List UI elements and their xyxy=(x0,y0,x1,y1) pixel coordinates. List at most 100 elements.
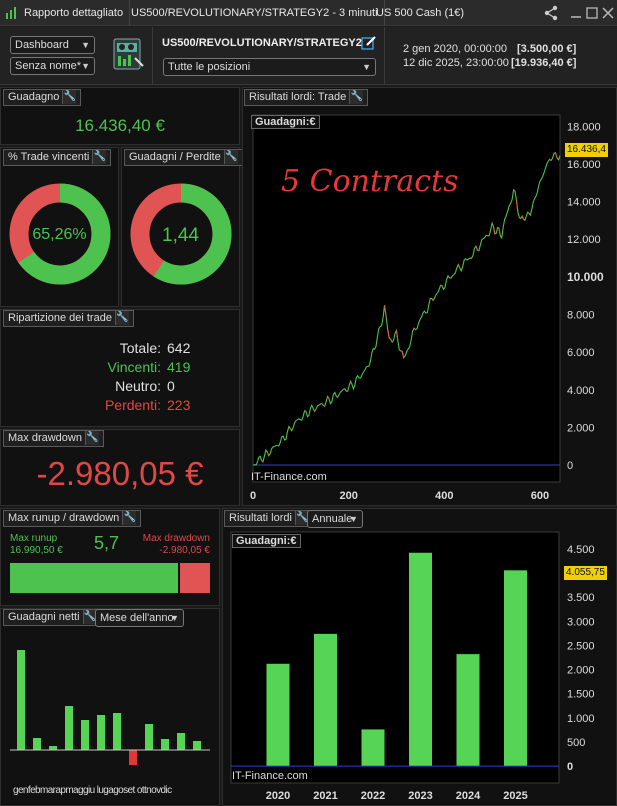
equity-loss-segment xyxy=(413,327,416,331)
monthly-bar xyxy=(17,650,25,750)
report-icon[interactable] xyxy=(113,38,145,72)
equity-legend: Guadagni:€ xyxy=(251,115,320,129)
equity-loss-segment xyxy=(449,277,452,279)
positions-select[interactable]: Tutte le posizioni ▼ xyxy=(163,58,376,76)
annual-y-tick: 1.500 xyxy=(567,689,595,701)
equity-x-tick: 400 xyxy=(435,490,453,502)
strategy-name: US500/REVOLUTIONARY/STRATEGY2 xyxy=(162,37,362,49)
monthly-bar xyxy=(177,733,185,750)
share-icon[interactable] xyxy=(543,5,559,21)
equity-x-tick: 600 xyxy=(531,490,549,502)
wrench-icon[interactable]: 🔧 xyxy=(114,311,129,325)
winners-label: Vincenti: xyxy=(107,359,161,375)
view-select[interactable]: Dashboard ▼ xyxy=(10,36,95,54)
equity-x-tick: 0 xyxy=(250,490,256,502)
monthly-bar xyxy=(97,715,105,750)
minimize-icon[interactable] xyxy=(568,5,584,21)
chevron-down-icon: ▼ xyxy=(362,62,371,72)
equity-y-tick: 4.000 xyxy=(567,385,595,397)
profit-loss-panel-title: Guadagni / Perdite 🔧 xyxy=(124,149,243,166)
equity-y-tick: 2.000 xyxy=(567,422,595,434)
equity-loss-segment xyxy=(492,226,496,235)
wrench-icon[interactable]: 🔧 xyxy=(349,90,364,104)
annual-bar xyxy=(314,633,337,767)
edit-icon[interactable] xyxy=(361,35,377,51)
wrench-icon[interactable]: 🔧 xyxy=(84,431,99,445)
start-value: [3.500,00 €] xyxy=(517,43,577,55)
equity-loss-segment xyxy=(513,189,516,192)
net-period-select[interactable]: Mese dell'anno ▼ xyxy=(95,609,184,627)
equity-loss-segment xyxy=(321,403,324,406)
header-divider xyxy=(384,27,385,85)
title-bar: Rapporto dettagliato US500/REVOLUTIONARY… xyxy=(0,0,617,26)
equity-panel-title: Risultati lordi: Trade 🔧 xyxy=(244,89,369,106)
chevron-down-icon: ▼ xyxy=(170,613,179,623)
wrench-icon[interactable]: 🔧 xyxy=(82,610,97,624)
annual-y-tick: 2.000 xyxy=(567,665,595,677)
maximize-icon[interactable] xyxy=(584,5,600,21)
equity-loss-segment xyxy=(335,395,339,398)
annual-period-select[interactable]: Annuale ▼ xyxy=(307,510,363,528)
wrench-icon[interactable]: 🔧 xyxy=(223,150,238,164)
tab-instrument[interactable]: US 500 Cash (1€) xyxy=(376,7,465,19)
equity-loss-segment xyxy=(554,152,558,159)
wrench-icon[interactable]: 🔧 xyxy=(62,90,77,104)
equity-loss-segment xyxy=(350,380,353,385)
runup-value: 16.990,50 € xyxy=(10,545,63,556)
name-select[interactable]: Senza nome* ▼ xyxy=(10,57,95,75)
equity-loss-segment xyxy=(401,351,405,358)
equity-loss-segment xyxy=(289,428,293,432)
wrench-icon[interactable]: 🔧 xyxy=(92,150,107,164)
equity-loss-segment xyxy=(549,158,552,161)
winrate-panel-title: % Trade vincenti 🔧 xyxy=(3,149,112,166)
equity-x-tick: 200 xyxy=(339,490,357,502)
monthly-bar xyxy=(145,724,153,750)
net-panel xyxy=(0,608,220,806)
equity-loss-segment xyxy=(372,348,375,350)
equity-loss-segment xyxy=(521,215,525,220)
annual-watermark: IT-Finance.com xyxy=(232,770,308,782)
wrench-icon[interactable]: 🔧 xyxy=(294,511,309,525)
wrench-icon[interactable]: 🔧 xyxy=(122,511,137,525)
monthly-bar xyxy=(113,713,121,750)
equity-loss-segment xyxy=(519,217,522,220)
chart-logo-icon xyxy=(5,6,19,20)
profit-loss-value: 1,44 xyxy=(162,225,199,246)
monthly-bar xyxy=(33,738,41,750)
profit-loss-donut xyxy=(130,183,232,285)
runup-panel-title: Max runup / drawdown 🔧 xyxy=(3,510,142,527)
winrate-value: 65,26% xyxy=(32,226,87,243)
equity-loss-segment xyxy=(457,264,461,268)
equity-watermark: IT-Finance.com xyxy=(251,471,327,483)
annual-y-tick: 500 xyxy=(567,737,585,749)
equity-y-tick: 0 xyxy=(567,460,573,472)
trades-panel xyxy=(0,309,240,427)
monthly-bar xyxy=(129,750,137,765)
equity-y-tick: 18.000 xyxy=(567,121,601,133)
equity-annotation: 5 Contracts xyxy=(281,164,459,199)
max-drawdown-label: Max drawdown xyxy=(142,533,210,544)
annual-last-value: 4.055,75 xyxy=(564,566,607,580)
annual-x-tick: 2022 xyxy=(361,790,385,802)
annual-y-tick: 0 xyxy=(567,761,573,773)
trades-labels: Totale: Vincenti: Neutro: Perdenti: xyxy=(0,339,161,415)
tab-strategy[interactable]: US500/REVOLUTIONARY/STRATEGY2 - 3 minuti xyxy=(125,0,385,26)
chevron-down-icon: ▼ xyxy=(81,61,90,71)
equity-loss-segment xyxy=(515,200,519,213)
equity-last-value: 16.436,4 xyxy=(565,143,608,157)
equity-loss-segment xyxy=(266,451,270,456)
drawdown-value: -2.980,05 € xyxy=(36,455,204,492)
close-icon[interactable] xyxy=(600,5,616,21)
report-header: Dashboard ▼ Senza nome* ▼ US500/REVOLUTION… xyxy=(0,27,617,85)
drawdown-label-block: Max drawdown -2.980,05 € xyxy=(110,533,210,557)
donut-profit-arc xyxy=(130,183,232,285)
annual-legend: Guadagni:€ xyxy=(232,534,301,548)
equity-plot-area xyxy=(252,114,561,483)
neutral-value: 0 xyxy=(167,378,175,394)
equity-loss-segment xyxy=(304,410,307,413)
equity-loss-segment xyxy=(261,460,264,463)
neutral-label: Neutro: xyxy=(115,378,161,394)
equity-y-tick: 10.000 xyxy=(567,270,604,284)
losers-label: Perdenti: xyxy=(104,397,161,413)
runup-label: Max runup xyxy=(10,533,58,544)
